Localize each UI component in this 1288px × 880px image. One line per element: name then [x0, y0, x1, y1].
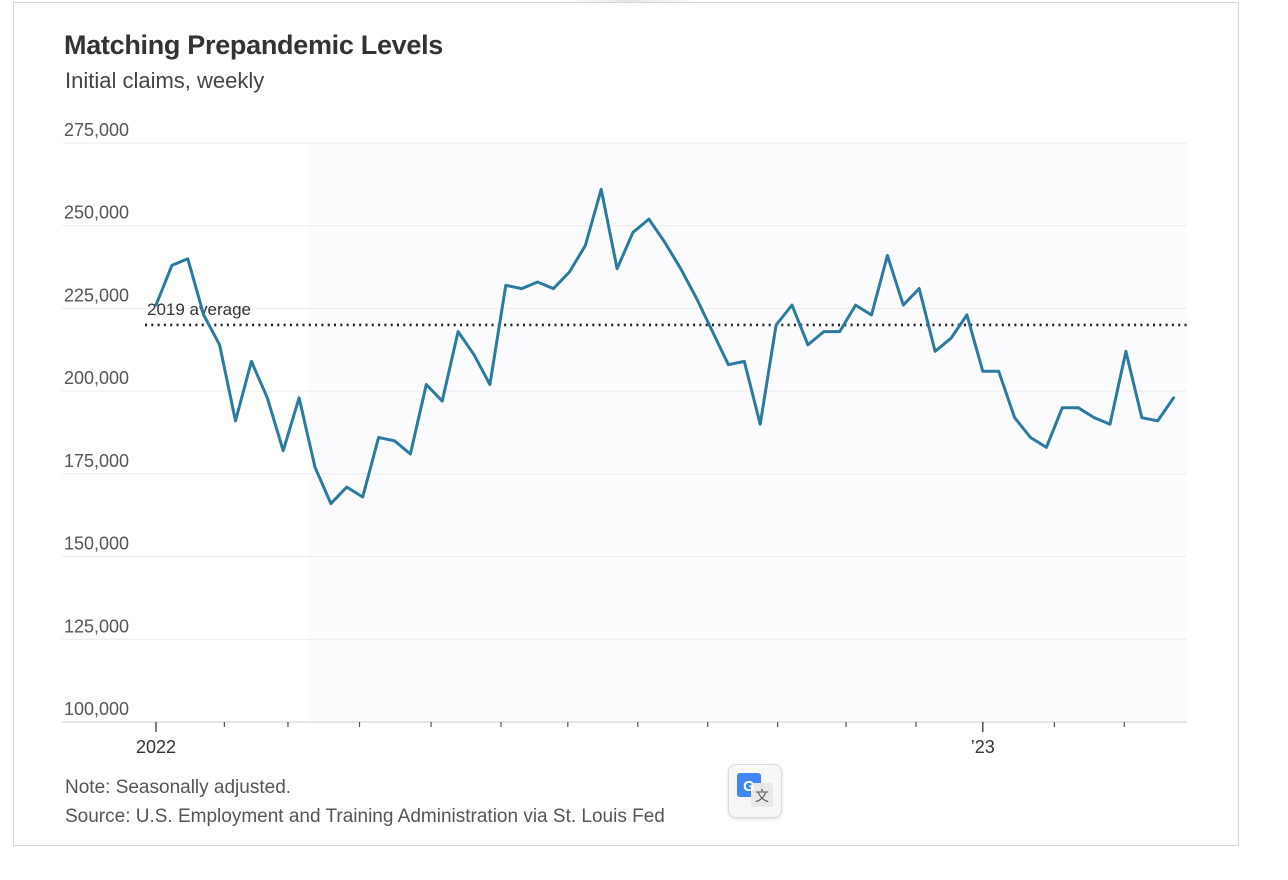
chart-source: Source: U.S. Employment and Training Adm… — [65, 806, 665, 827]
y-axis-labels: 100,000 125,000 150,000 175,000 200,000 225,0… — [64, 120, 129, 719]
y-tick-label: 150,000 — [64, 534, 129, 554]
svg-text:文: 文 — [755, 789, 769, 805]
svg-text:G: G — [743, 778, 755, 795]
series-group — [154, 187, 1176, 506]
reference-line-group: 2019 average — [145, 300, 1187, 327]
plot-background — [310, 143, 1187, 722]
y-tick-label: 250,000 — [64, 203, 129, 223]
y-tick-label: 125,000 — [64, 616, 129, 636]
gridlines — [62, 142, 1187, 723]
x-tick-label: 2022 — [136, 737, 176, 757]
series-line-initial-claims — [154, 187, 1176, 506]
translate-button[interactable]: G 文 — [728, 764, 782, 818]
chart-note: Note: Seasonally adjusted. — [65, 777, 292, 798]
chart-title: Matching Prepandemic Levels — [64, 30, 444, 60]
y-tick-label: 200,000 — [64, 368, 129, 388]
y-tick-label: 175,000 — [64, 451, 129, 471]
x-tick-label: ’23 — [971, 737, 995, 757]
y-tick-label: 275,000 — [64, 120, 129, 140]
google-translate-icon: G 文 — [737, 773, 773, 807]
y-tick-label: 225,000 — [64, 285, 129, 305]
x-axis: 2022 ’23 — [136, 722, 1125, 757]
reference-line-label: 2019 average — [147, 300, 251, 319]
plot-area — [310, 143, 1187, 722]
y-tick-label: 100,000 — [64, 699, 129, 719]
chart-subtitle: Initial claims, weekly — [65, 68, 265, 93]
